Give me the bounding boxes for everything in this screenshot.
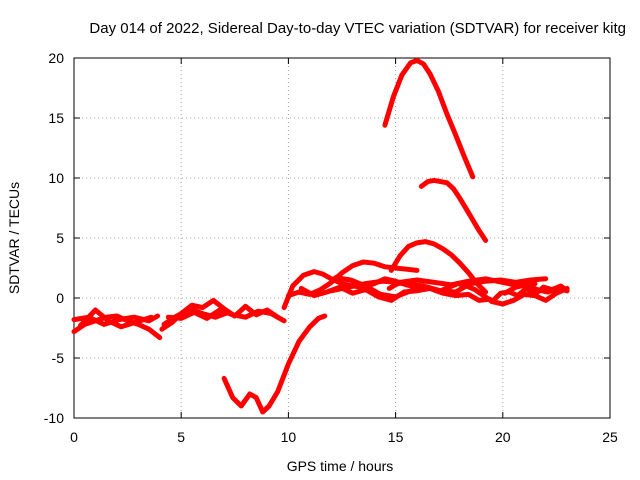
- series-line-track-16: [388, 239, 489, 295]
- y-tick-label: 20: [48, 50, 64, 66]
- series-line-track-15: [502, 282, 570, 296]
- x-tick-label: 20: [495, 429, 511, 445]
- y-tick-label: -5: [52, 350, 65, 366]
- axis-ticks: 0 5 10 15 20 25 -10 -5 0 5 10 15 20: [44, 50, 618, 445]
- x-tick-label: 10: [281, 429, 297, 445]
- y-tick-label: 0: [56, 290, 64, 306]
- chart-title: Day 014 of 2022, Sidereal Day-to-day VTE…: [89, 20, 626, 37]
- x-tick-label: 0: [70, 429, 78, 445]
- grid-lines: [74, 58, 610, 418]
- x-axis-label: GPS time / hours: [287, 458, 394, 474]
- x-tick-label: 15: [388, 429, 404, 445]
- series-line-track-18: [418, 177, 489, 243]
- series-line-track-3: [77, 307, 154, 330]
- x-tick-label: 25: [602, 429, 618, 445]
- series-line-track-6: [161, 306, 231, 327]
- series-line-track-7: [221, 313, 328, 415]
- series-line-track-1: [71, 313, 163, 341]
- y-tick-label: 10: [48, 170, 64, 186]
- x-tick-label: 5: [177, 429, 185, 445]
- y-tick-label: 15: [48, 110, 64, 126]
- y-axis-label: SDTVAR / TECUs: [6, 182, 22, 294]
- series-line-track-17: [382, 57, 476, 180]
- series-line-track-14: [489, 285, 570, 307]
- y-tick-label: 5: [56, 230, 64, 246]
- series-group: [71, 57, 570, 415]
- y-tick-label: -10: [44, 410, 64, 426]
